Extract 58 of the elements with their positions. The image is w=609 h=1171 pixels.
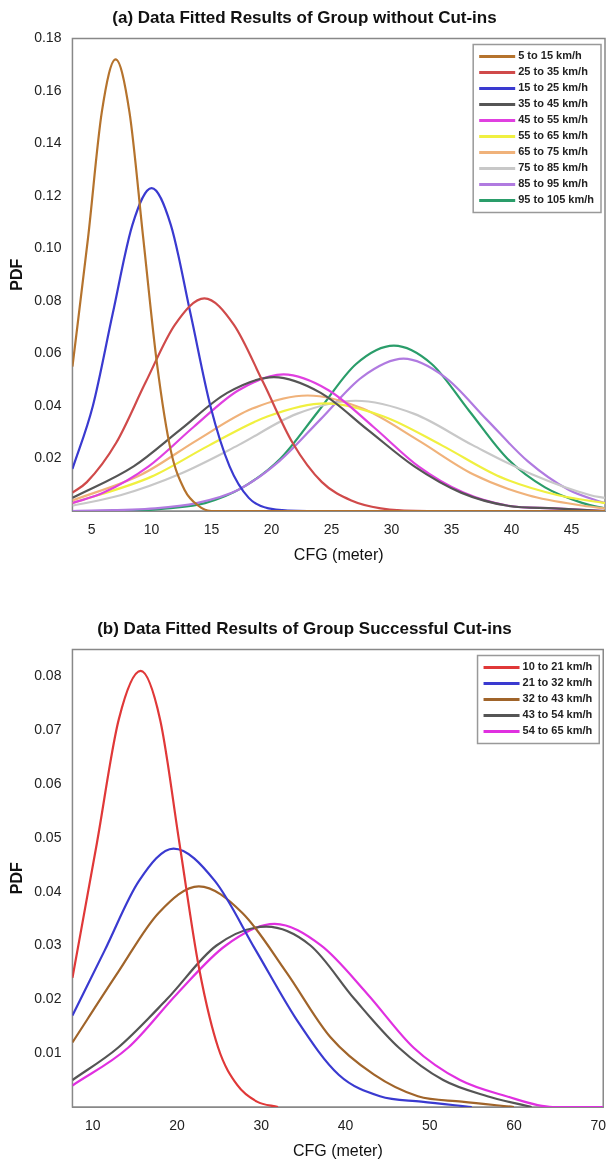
y-axis-title: PDF <box>8 258 26 291</box>
legend-label: 65 to 75 km/h <box>518 145 589 158</box>
line-series <box>72 58 605 511</box>
x-tick-label: 70 <box>590 1117 607 1134</box>
legend-label: 10 to 21 km/h <box>522 660 593 673</box>
legend-label: 5 to 15 km/h <box>518 49 583 62</box>
y-tick-label: 0.18 <box>34 29 62 46</box>
y-tick-label: 0.03 <box>34 936 62 953</box>
x-tick-label: 15 <box>203 521 220 538</box>
x-tick-label: 30 <box>253 1117 270 1134</box>
x-axis-title: CFG (meter) <box>293 545 384 563</box>
legend-label: 15 to 25 km/h <box>518 81 589 94</box>
x-tick-label: 10 <box>84 1117 101 1134</box>
y-tick-label: 0.01 <box>34 1044 62 1061</box>
y-tick-label: 0.12 <box>34 186 62 203</box>
x-tick-label: 45 <box>563 521 580 538</box>
legend-label: 32 to 43 km/h <box>522 692 593 705</box>
y-tick-label: 0.16 <box>34 81 62 98</box>
legend-label: 43 to 54 km/h <box>522 708 593 721</box>
line-series <box>72 669 280 1107</box>
x-tick-label: 60 <box>506 1117 522 1134</box>
legend-label: 21 to 32 km/h <box>522 676 593 689</box>
legend-label: 85 to 95 km/h <box>518 177 589 190</box>
line-series <box>72 847 473 1107</box>
x-tick-label: 20 <box>263 521 280 538</box>
y-tick-label: 0.06 <box>34 344 62 361</box>
legend-label: 35 to 45 km/h <box>518 97 589 110</box>
y-tick-label: 0.07 <box>34 721 62 738</box>
y-tick-label: 0.08 <box>34 291 62 308</box>
y-tick-label: 0.05 <box>34 828 62 845</box>
y-tick-label: 0.04 <box>34 396 62 413</box>
x-tick-label: 35 <box>443 521 460 538</box>
y-axis-title: PDF <box>8 861 26 895</box>
x-tick-label: 50 <box>421 1117 438 1134</box>
legend-label: 75 to 85 km/h <box>518 161 589 174</box>
legend-label: 45 to 55 km/h <box>518 113 589 126</box>
y-tick-label: 0.06 <box>34 774 62 791</box>
x-tick-label: 40 <box>337 1117 354 1134</box>
y-tick-label: 0.14 <box>34 134 62 151</box>
x-tick-label: 10 <box>143 521 160 538</box>
y-tick-label: 0.10 <box>34 239 62 256</box>
legend-label: 95 to 105 km/h <box>518 193 595 206</box>
legend-label: 55 to 65 km/h <box>518 129 589 142</box>
x-tick-label: 30 <box>383 521 400 538</box>
x-tick-label: 5 <box>87 521 96 538</box>
x-tick-label: 40 <box>503 521 520 538</box>
x-tick-label: 20 <box>169 1117 185 1134</box>
legend-label: 54 to 65 km/h <box>522 724 593 737</box>
x-tick-label: 25 <box>323 521 340 538</box>
y-tick-label: 0.04 <box>34 882 62 899</box>
legend-label: 25 to 35 km/h <box>518 65 589 78</box>
y-tick-label: 0.02 <box>34 990 62 1007</box>
y-tick-label: 0.02 <box>34 449 62 466</box>
line-series <box>72 885 516 1107</box>
y-tick-label: 0.08 <box>34 667 62 684</box>
chart-title: (b) Data Fitted Results of Group Successful Cut-ins <box>97 618 512 638</box>
chart-title: (a) Data Fitted Results of Group without Cut-ins <box>112 7 497 27</box>
x-axis-title: CFG (meter) <box>292 1141 383 1159</box>
